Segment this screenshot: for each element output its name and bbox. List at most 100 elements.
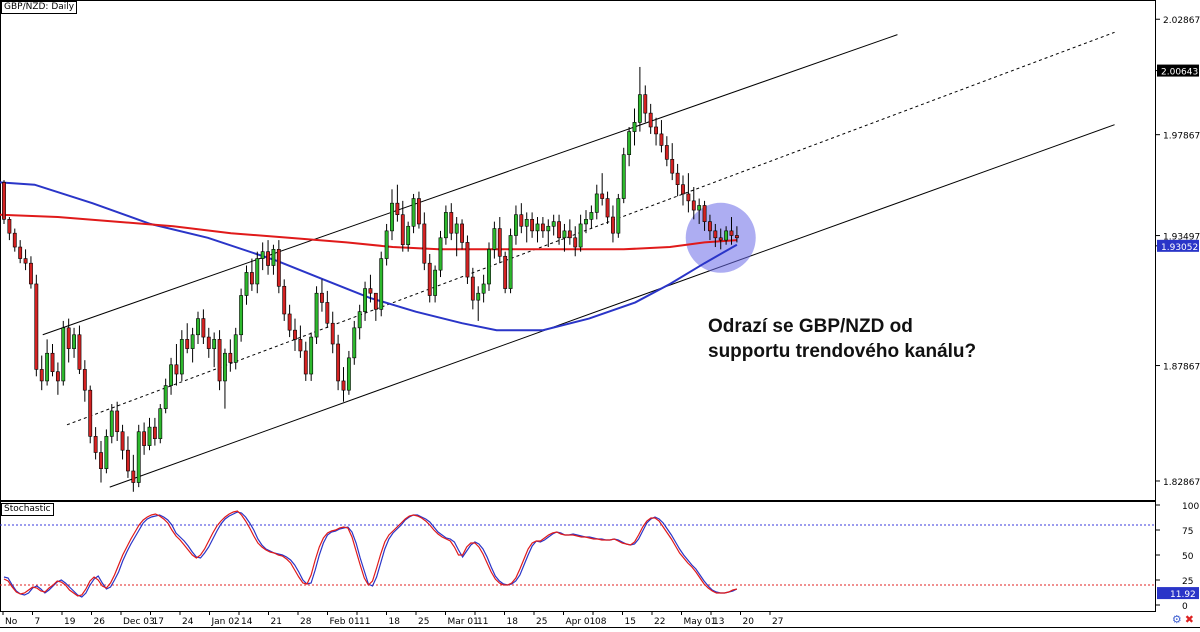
candle (217, 330, 222, 391)
candle (481, 274, 486, 303)
candle-bull (481, 283, 486, 294)
candle-bull (551, 221, 556, 227)
time-tick-label: 15 (625, 617, 636, 627)
price-tick-label: 1.97867 (1163, 132, 1200, 142)
candle-bull (72, 334, 76, 349)
candle (368, 274, 373, 303)
time-tick-label: 20 (743, 617, 755, 627)
price-tick-label: 2.02867 (1163, 16, 1200, 26)
candle-bull (163, 385, 168, 409)
candle (126, 436, 130, 478)
candle-bull (346, 357, 351, 391)
candle (449, 203, 454, 241)
candle (39, 355, 44, 391)
candle-bull (244, 272, 249, 296)
candle-bear (422, 223, 427, 264)
candle-bull (309, 336, 314, 375)
time-tick-label: 14 (241, 617, 253, 627)
close-icon[interactable]: ✖ (1184, 613, 1194, 626)
candle (158, 404, 163, 444)
time-tick-label: 19 (64, 617, 76, 627)
candle (352, 320, 357, 365)
candle (713, 223, 718, 248)
stochastic-tick-label: 25 (1182, 577, 1193, 587)
candle-bear (50, 352, 55, 373)
candle-bear (174, 364, 179, 375)
candle-bear (557, 221, 561, 239)
candle-bear (115, 410, 120, 433)
candle-bear (670, 159, 675, 174)
candle-bear (185, 339, 190, 349)
candle-bear (287, 313, 292, 331)
candle-bear (206, 336, 211, 349)
time-tick-label: 27 (772, 617, 783, 627)
candle (594, 184, 599, 220)
candle-bear (530, 219, 535, 232)
stochastic-tick-label: 50 (1182, 552, 1194, 562)
candle-bull (594, 193, 599, 213)
candle (373, 292, 378, 321)
candle-bull (406, 225, 411, 246)
candle-bull (384, 230, 389, 259)
candle (578, 214, 583, 252)
candle (686, 173, 691, 213)
candle (427, 253, 432, 303)
candle (422, 212, 427, 271)
candle-bull (578, 223, 583, 248)
candle-bear (276, 249, 281, 287)
candle (212, 332, 217, 368)
candle (390, 189, 394, 241)
candle-bear (395, 202, 400, 216)
candle-bull (158, 408, 163, 439)
candle-bear (77, 334, 82, 370)
candle-bear (718, 237, 723, 241)
channel-middle-line (66, 31, 1115, 426)
stochastic-tick-label: 100 (1182, 502, 1199, 512)
candle-bear (567, 230, 572, 239)
candle (363, 281, 367, 321)
candle-bull (239, 295, 244, 336)
candle (228, 339, 233, 372)
candle-bull (584, 219, 588, 225)
candle (616, 193, 621, 238)
candle (691, 187, 696, 220)
candle-bull (443, 212, 448, 239)
candle (131, 454, 136, 492)
time-tick-label: 08 (595, 617, 607, 627)
candle (681, 175, 685, 206)
candle-bear (470, 276, 475, 301)
candle (465, 235, 470, 284)
candle-bear (465, 242, 470, 278)
price-tag-ma-label: 1.93052 (1161, 243, 1198, 253)
candle (88, 385, 93, 444)
settings-icon[interactable]: ⚙ (1171, 613, 1182, 626)
candle-bear (2, 182, 6, 220)
time-tick-label: 21 (271, 617, 282, 627)
candle (524, 212, 529, 243)
candle-bull (616, 198, 621, 234)
candle-bear (228, 352, 233, 363)
candle (670, 143, 675, 181)
candle-bear (120, 431, 125, 451)
candle-bear (643, 94, 648, 114)
candle (395, 184, 400, 222)
candle-bear (249, 272, 254, 285)
candle (99, 440, 103, 483)
candle-bull (379, 258, 384, 310)
candle (600, 173, 605, 206)
candle (400, 200, 405, 252)
candles (2, 66, 739, 492)
candle-bear (18, 246, 23, 259)
candle (627, 126, 632, 167)
candle (605, 191, 610, 224)
candle-bear (303, 350, 308, 375)
candle-bull (476, 292, 481, 301)
candle-bull (508, 235, 513, 289)
corner-icons: ⚙ ✖ (1169, 613, 1194, 626)
candle (562, 223, 567, 252)
candle-bull (260, 251, 265, 259)
time-tick-label: 11 (359, 617, 370, 627)
candle (147, 417, 152, 451)
